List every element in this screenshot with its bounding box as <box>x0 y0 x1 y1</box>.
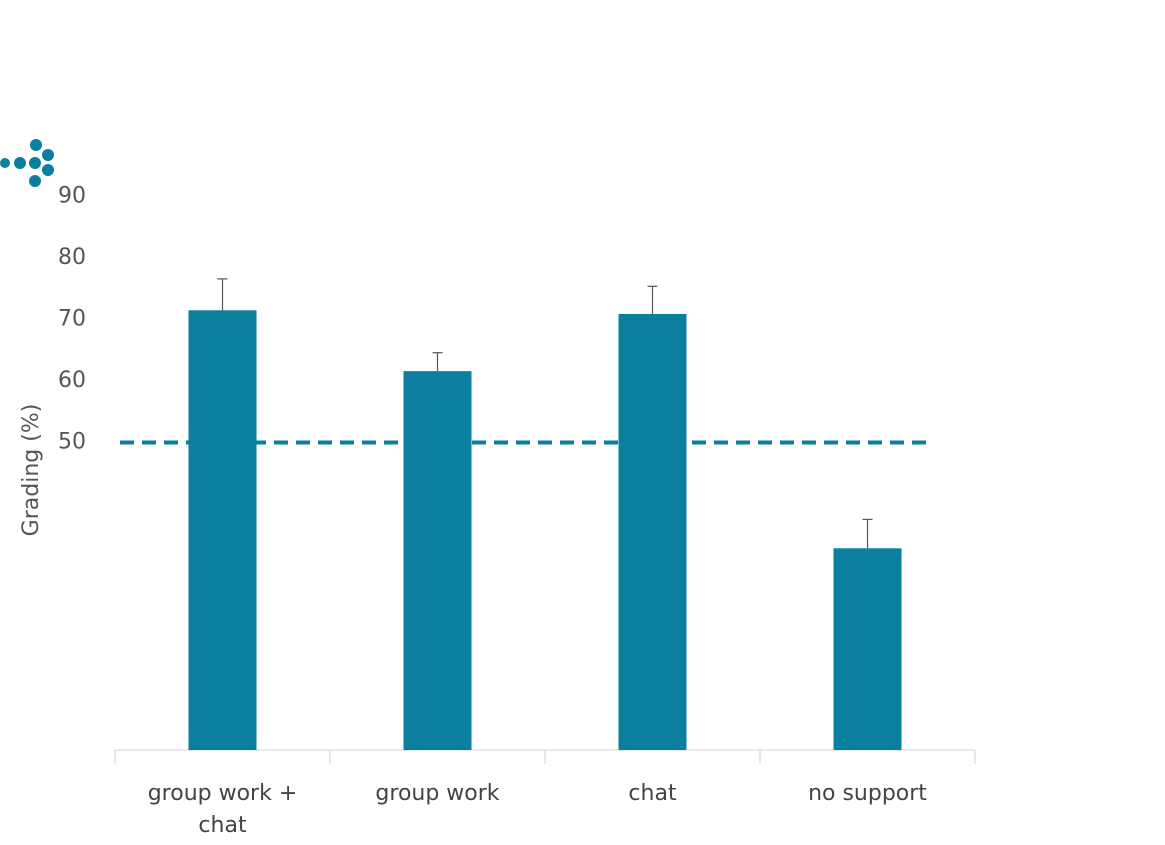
x-tick-label: chat <box>628 781 677 806</box>
bar <box>188 310 257 750</box>
bar <box>403 371 472 750</box>
y-tick-label: 50 <box>58 430 86 455</box>
y-tick-label: 90 <box>58 184 86 209</box>
x-tick-label: no support <box>808 781 927 806</box>
error-bar <box>217 278 228 311</box>
logo <box>0 139 54 187</box>
error-bar <box>862 518 873 549</box>
x-tick-label: group work + chat <box>147 781 298 838</box>
y-tick-label: 60 <box>58 368 86 393</box>
y-tick-label: 80 <box>58 245 86 270</box>
error-bar <box>432 352 443 372</box>
bar <box>618 313 687 750</box>
bar <box>833 548 902 750</box>
y-axis-label: Grading (%) <box>19 404 44 537</box>
y-tick-label: 70 <box>58 307 86 332</box>
x-tick-label: group work <box>375 781 500 806</box>
error-bar <box>647 285 658 314</box>
